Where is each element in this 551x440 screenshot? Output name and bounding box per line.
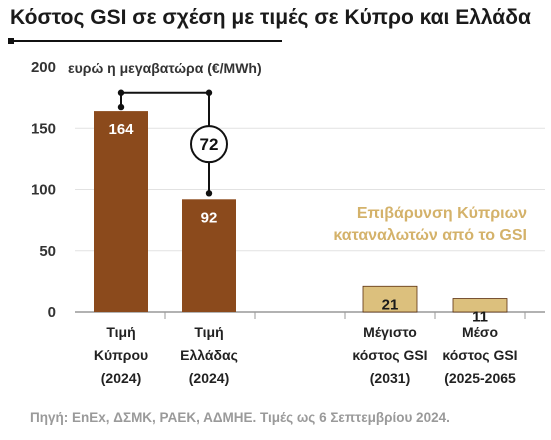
bar — [182, 199, 236, 312]
category-labels: Τιμή Κύπρου (2024) Τιμή Ελλάδας (2024) Μέγιστο… — [94, 324, 518, 386]
category-label: (2024) — [101, 370, 141, 386]
y-tick-label: 0 — [48, 304, 56, 321]
chart-title: Κόστος GSI σε σχέση με τιμές σε Κύπρο κα… — [10, 6, 531, 29]
bracket-dot — [117, 89, 125, 96]
bar — [452, 298, 508, 313]
category-label: Μέσο — [462, 324, 498, 340]
bar-value-label: 21 — [382, 296, 399, 313]
bar — [362, 285, 418, 313]
difference-badge — [190, 125, 228, 164]
bracket-dot — [205, 89, 213, 96]
annotation: Επιβάρυνση Κύπριων καταναλωτών από το GSI — [333, 205, 527, 244]
bar-value-label: 11 — [472, 309, 488, 326]
annotation-line: Επιβάρυνση Κύπριων — [357, 205, 527, 222]
category-label: κόστος GSI — [442, 347, 517, 363]
bar-value-label: 164 — [108, 121, 134, 138]
y-tick-label: 200 — [31, 59, 56, 76]
bar-value-label: 92 — [201, 209, 218, 226]
y-tick-labels: 0 50 100 150 200 — [31, 59, 56, 321]
bracket-dot — [117, 103, 125, 111]
category-label: (2031) — [370, 370, 410, 386]
difference-bracket: 72 — [117, 89, 228, 197]
bars: 164 92 21 11 — [94, 111, 508, 326]
title-rule — [10, 40, 282, 42]
category-label: (2025-2065 — [444, 370, 516, 386]
category-label: κόστος GSI — [352, 347, 427, 363]
y-tick-label: 100 — [31, 182, 56, 199]
annotation-line: καταναλωτών από το GSI — [333, 227, 527, 244]
bar — [94, 111, 148, 312]
y-axis-unit-label: ευρώ η μεγαβατώρα (€/MWh) — [68, 60, 262, 76]
y-tick-label: 50 — [39, 243, 56, 260]
category-label: Τιμή — [194, 324, 223, 340]
difference-label: 72 — [200, 135, 219, 154]
bracket-dot — [205, 190, 213, 197]
source-note: Πηγή: ΕnΕx, ΔΣΜΚ, ΡΑΕΚ, ΑΔΜΗΕ. Τιμές ως … — [30, 410, 450, 425]
category-label: (2024) — [189, 370, 229, 386]
y-tick-label: 150 — [31, 120, 56, 137]
category-label: Κύπρου — [94, 347, 148, 363]
category-label: Τιμή — [106, 324, 135, 340]
category-label: Μέγιστο — [363, 324, 417, 340]
category-label: Ελλάδας — [180, 347, 238, 363]
